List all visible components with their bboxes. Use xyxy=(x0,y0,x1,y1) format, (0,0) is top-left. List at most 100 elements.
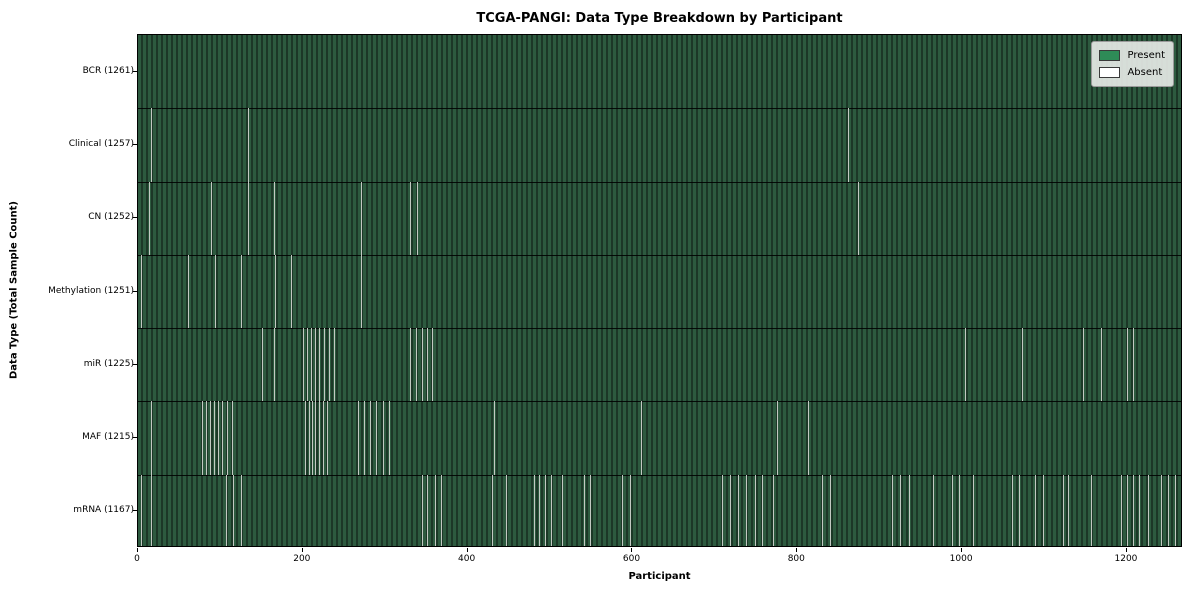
absent-mark xyxy=(561,474,563,546)
absent-mark xyxy=(965,328,967,402)
absent-mark xyxy=(1121,474,1123,546)
absent-mark xyxy=(538,474,540,546)
absent-mark xyxy=(972,474,974,546)
absent-mark xyxy=(305,401,307,475)
absent-mark xyxy=(761,474,763,546)
absent-mark xyxy=(427,328,429,402)
legend-label-absent: Absent xyxy=(1127,67,1163,78)
absent-mark xyxy=(306,328,308,402)
legend-label-present: Present xyxy=(1127,50,1165,61)
absent-mark xyxy=(550,474,552,546)
absent-mark xyxy=(1012,474,1014,546)
absent-mark xyxy=(205,401,207,475)
absent-mark xyxy=(1127,328,1128,402)
absent-mark xyxy=(363,401,365,475)
absent-mark xyxy=(1042,474,1044,546)
y-tick-mark xyxy=(133,364,137,365)
absent-mark xyxy=(211,181,213,255)
absent-mark xyxy=(227,401,228,475)
absent-mark xyxy=(427,474,429,546)
absent-mark xyxy=(308,401,310,475)
x-tick-mark xyxy=(137,548,138,552)
absent-mark xyxy=(209,401,211,475)
absent-mark xyxy=(1127,474,1128,546)
absent-mark xyxy=(590,474,592,546)
absent-mark xyxy=(361,181,363,255)
absent-mark xyxy=(382,401,384,475)
absent-mark xyxy=(857,181,859,255)
absent-mark xyxy=(232,401,233,475)
absent-mark xyxy=(226,474,228,546)
absent-mark xyxy=(410,328,411,402)
absent-mark xyxy=(441,474,443,546)
absent-mark xyxy=(214,254,216,329)
absent-swatch xyxy=(1099,67,1121,78)
absent-mark xyxy=(1068,474,1070,546)
x-tick-label-400: 400 xyxy=(458,554,476,564)
absent-mark xyxy=(738,474,739,546)
absent-mark xyxy=(217,401,219,475)
x-tick-mark xyxy=(467,548,468,552)
y-tick-label-mrna: mRNA (1167) xyxy=(73,505,134,516)
absent-mark xyxy=(506,474,508,546)
absent-mark xyxy=(151,108,153,182)
absent-mark xyxy=(847,108,849,182)
absent-mark xyxy=(421,328,423,402)
heatmap-row-clinical xyxy=(138,108,1181,182)
absent-mark xyxy=(1090,474,1092,546)
absent-mark xyxy=(729,474,731,546)
x-tick-mark xyxy=(961,548,962,552)
absent-mark xyxy=(1168,474,1170,546)
absent-mark xyxy=(415,328,417,402)
absent-mark xyxy=(1174,474,1176,546)
heatmap-row-cn xyxy=(138,181,1181,255)
row-separator xyxy=(138,255,1181,256)
absent-mark xyxy=(319,328,321,402)
row-separator xyxy=(138,475,1181,476)
absent-mark xyxy=(900,474,902,546)
absent-mark xyxy=(491,474,493,546)
y-tick-mark xyxy=(133,71,137,72)
legend-entry-absent: Absent xyxy=(1099,64,1165,81)
absent-mark xyxy=(326,401,328,475)
absent-mark xyxy=(315,401,317,475)
x-tick-label-1000: 1000 xyxy=(949,554,973,564)
y-tick-label-mir: miR (1225) xyxy=(83,358,134,369)
absent-mark xyxy=(201,401,203,475)
absent-mark xyxy=(746,474,748,546)
absent-mark xyxy=(213,401,215,475)
absent-mark xyxy=(1160,474,1162,546)
absent-mark xyxy=(151,474,153,546)
legend: Present Absent xyxy=(1091,41,1174,87)
y-axis-label: Data Type (Total Sample Count) xyxy=(8,200,20,380)
x-tick-label-200: 200 xyxy=(293,554,311,564)
absent-mark xyxy=(494,401,495,475)
absent-mark xyxy=(416,181,418,255)
x-tick-label-800: 800 xyxy=(787,554,805,564)
heatmap-row-maf xyxy=(138,401,1181,475)
x-tick-mark xyxy=(1126,548,1127,552)
absent-mark xyxy=(1132,328,1134,402)
y-tick-mark xyxy=(133,510,137,511)
absent-mark xyxy=(329,328,331,402)
absent-mark xyxy=(908,474,910,546)
absent-mark xyxy=(1082,328,1084,402)
row-separator xyxy=(138,108,1181,109)
absent-mark xyxy=(322,401,324,475)
absent-mark xyxy=(772,474,774,546)
absent-mark xyxy=(315,328,317,402)
plot-area: Present Absent xyxy=(137,34,1182,547)
x-tick-mark xyxy=(631,548,632,552)
absent-mark xyxy=(958,474,960,546)
absent-mark xyxy=(291,254,293,329)
absent-mark xyxy=(421,474,423,546)
absent-mark xyxy=(302,328,304,402)
absent-mark xyxy=(248,181,250,255)
absent-mark xyxy=(274,181,275,255)
absent-mark xyxy=(241,254,242,329)
absent-mark xyxy=(1100,328,1102,402)
absent-mark xyxy=(274,328,275,402)
absent-mark xyxy=(545,474,547,546)
y-tick-label-methylation: Methylation (1251) xyxy=(48,285,134,296)
absent-mark xyxy=(376,401,378,475)
